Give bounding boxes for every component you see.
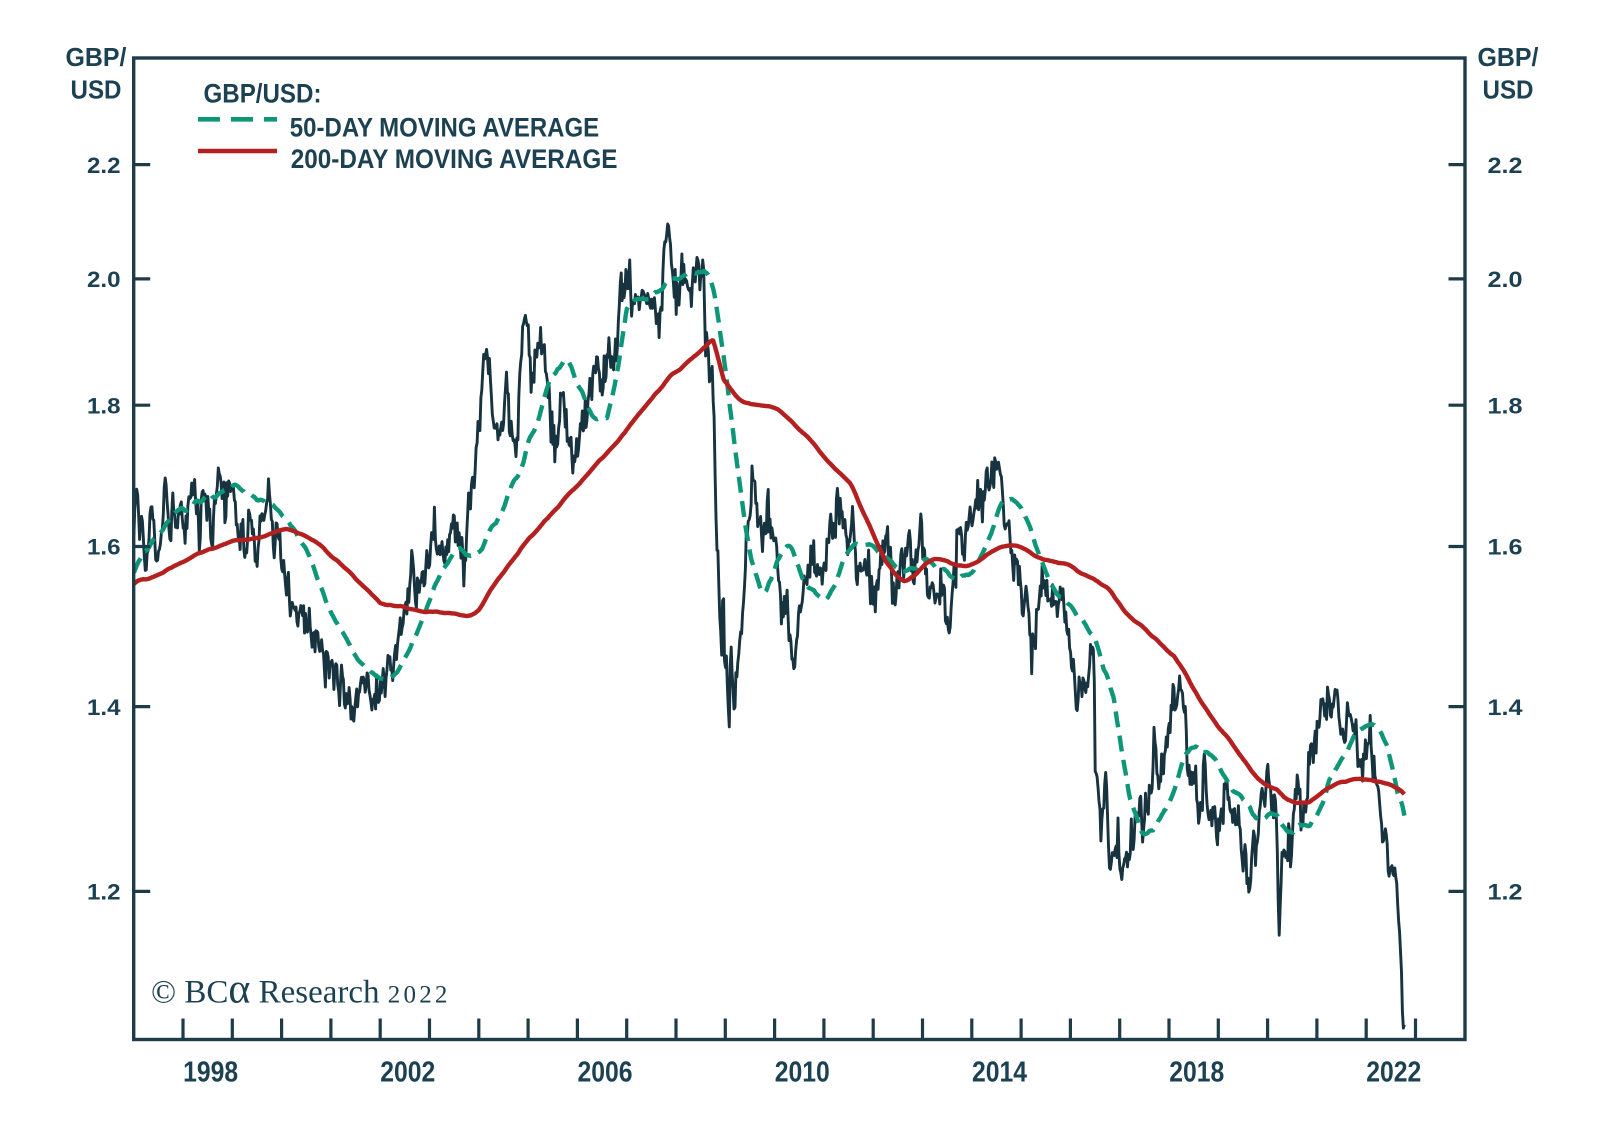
svg-text:2018: 2018 xyxy=(1169,1057,1224,1089)
svg-text:2.2: 2.2 xyxy=(1488,153,1523,178)
svg-text:1.4: 1.4 xyxy=(87,695,121,720)
svg-text:2.0: 2.0 xyxy=(1488,267,1523,292)
svg-text:2014: 2014 xyxy=(972,1057,1027,1089)
svg-text:1.8: 1.8 xyxy=(87,393,121,418)
svg-text:1.6: 1.6 xyxy=(1488,535,1523,560)
svg-text:GBP/USD:: GBP/USD: xyxy=(204,79,322,109)
svg-text:2.0: 2.0 xyxy=(87,267,121,292)
svg-text:2010: 2010 xyxy=(775,1057,830,1089)
svg-text:© BCα Research 2022: © BCα Research 2022 xyxy=(151,967,451,1013)
svg-text:USD: USD xyxy=(71,75,122,105)
svg-text:GBP/: GBP/ xyxy=(66,42,127,72)
svg-text:1.8: 1.8 xyxy=(1488,393,1523,418)
svg-text:USD: USD xyxy=(1483,75,1534,105)
svg-text:1.2: 1.2 xyxy=(1488,880,1523,905)
svg-text:200-DAY MOVING AVERAGE: 200-DAY MOVING AVERAGE xyxy=(291,144,618,174)
svg-text:GBP/: GBP/ xyxy=(1478,42,1539,72)
svg-text:2006: 2006 xyxy=(578,1057,633,1089)
svg-text:2022: 2022 xyxy=(1366,1057,1421,1089)
svg-text:1.2: 1.2 xyxy=(87,880,121,905)
svg-text:2002: 2002 xyxy=(380,1057,435,1089)
svg-text:1998: 1998 xyxy=(183,1057,238,1089)
svg-text:50-DAY MOVING AVERAGE: 50-DAY MOVING AVERAGE xyxy=(290,112,599,142)
svg-text:2.2: 2.2 xyxy=(87,153,121,178)
svg-text:1.4: 1.4 xyxy=(1488,695,1524,720)
svg-text:1.6: 1.6 xyxy=(87,535,121,560)
